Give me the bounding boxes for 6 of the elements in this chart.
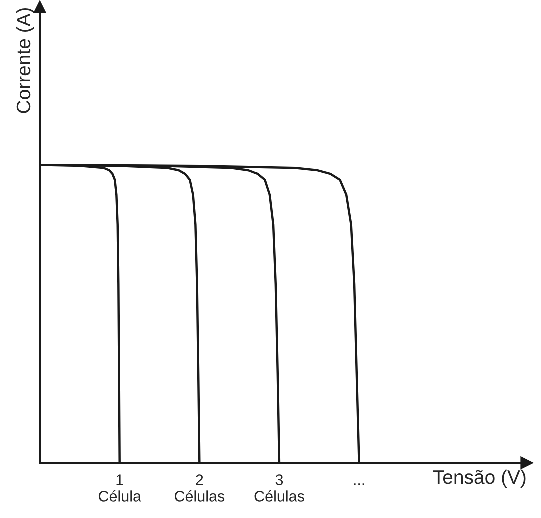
x-tick-label: 3 Células: [254, 474, 304, 502]
x-axis-title: Tensão (V): [433, 470, 526, 488]
x-tick-label: 1 Célula: [98, 474, 142, 502]
x-tick-label: ...: [354, 484, 364, 486]
x-tick-label: 2 Células: [174, 474, 225, 502]
y-axis-title: Corrente (A): [16, 8, 34, 114]
